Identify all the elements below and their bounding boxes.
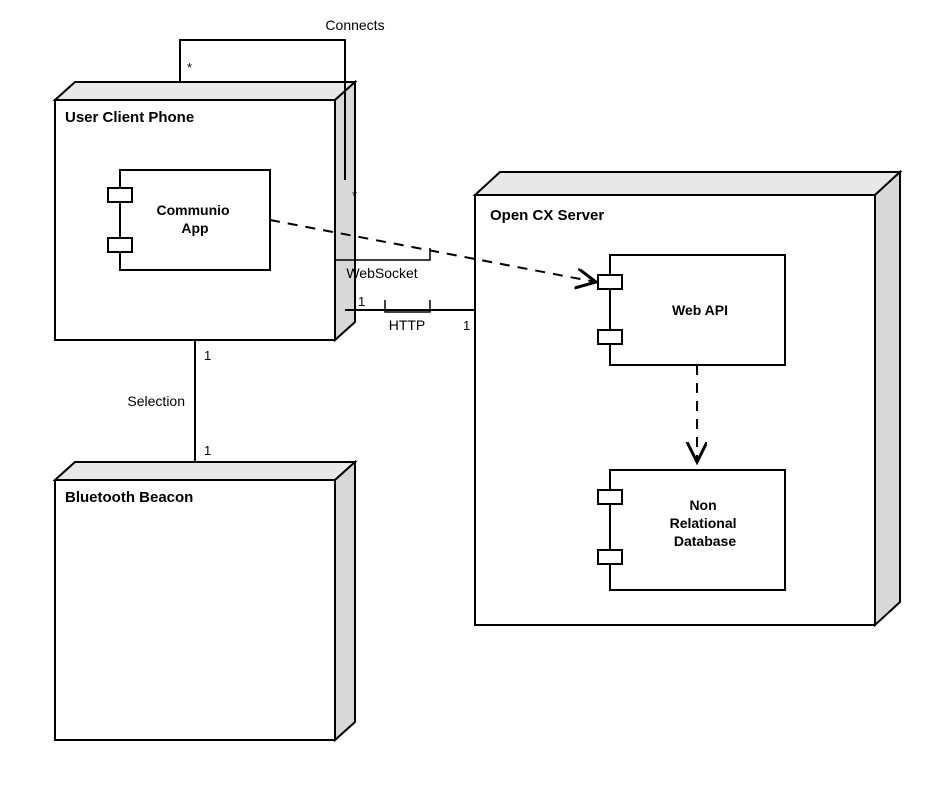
mult-http-a: 1 <box>358 294 365 309</box>
edge-label-websocket: WebSocket <box>346 265 417 281</box>
component-web-api: Web API <box>598 255 785 365</box>
mult-connects-a: * <box>187 60 192 75</box>
mult-http-b: 1 <box>463 318 470 333</box>
edge-label-connects: Connects <box>325 17 384 33</box>
edge-label-http: HTTP <box>389 317 426 333</box>
node-bluetooth-beacon: Bluetooth Beacon <box>55 462 355 740</box>
mult-connects-b: * <box>352 188 357 203</box>
mult-selection-b: 1 <box>204 443 211 458</box>
edge-selection: Selection 1 1 <box>127 340 211 462</box>
component-communio-app: Communio App Communio App <box>108 170 270 270</box>
edge-http: HTTP 1 1 <box>345 294 475 333</box>
component-database: Non Relational Database Non Relational D… <box>598 470 785 590</box>
node-label-bluetooth: Bluetooth Beacon <box>65 489 193 506</box>
node-label-opencx: Open CX Server <box>490 207 604 224</box>
edge-label-selection: Selection <box>127 393 185 409</box>
mult-selection-a: 1 <box>204 348 211 363</box>
component-label-webapi: Web API <box>672 302 728 318</box>
node-label-user-phone: User Client Phone <box>65 109 194 126</box>
